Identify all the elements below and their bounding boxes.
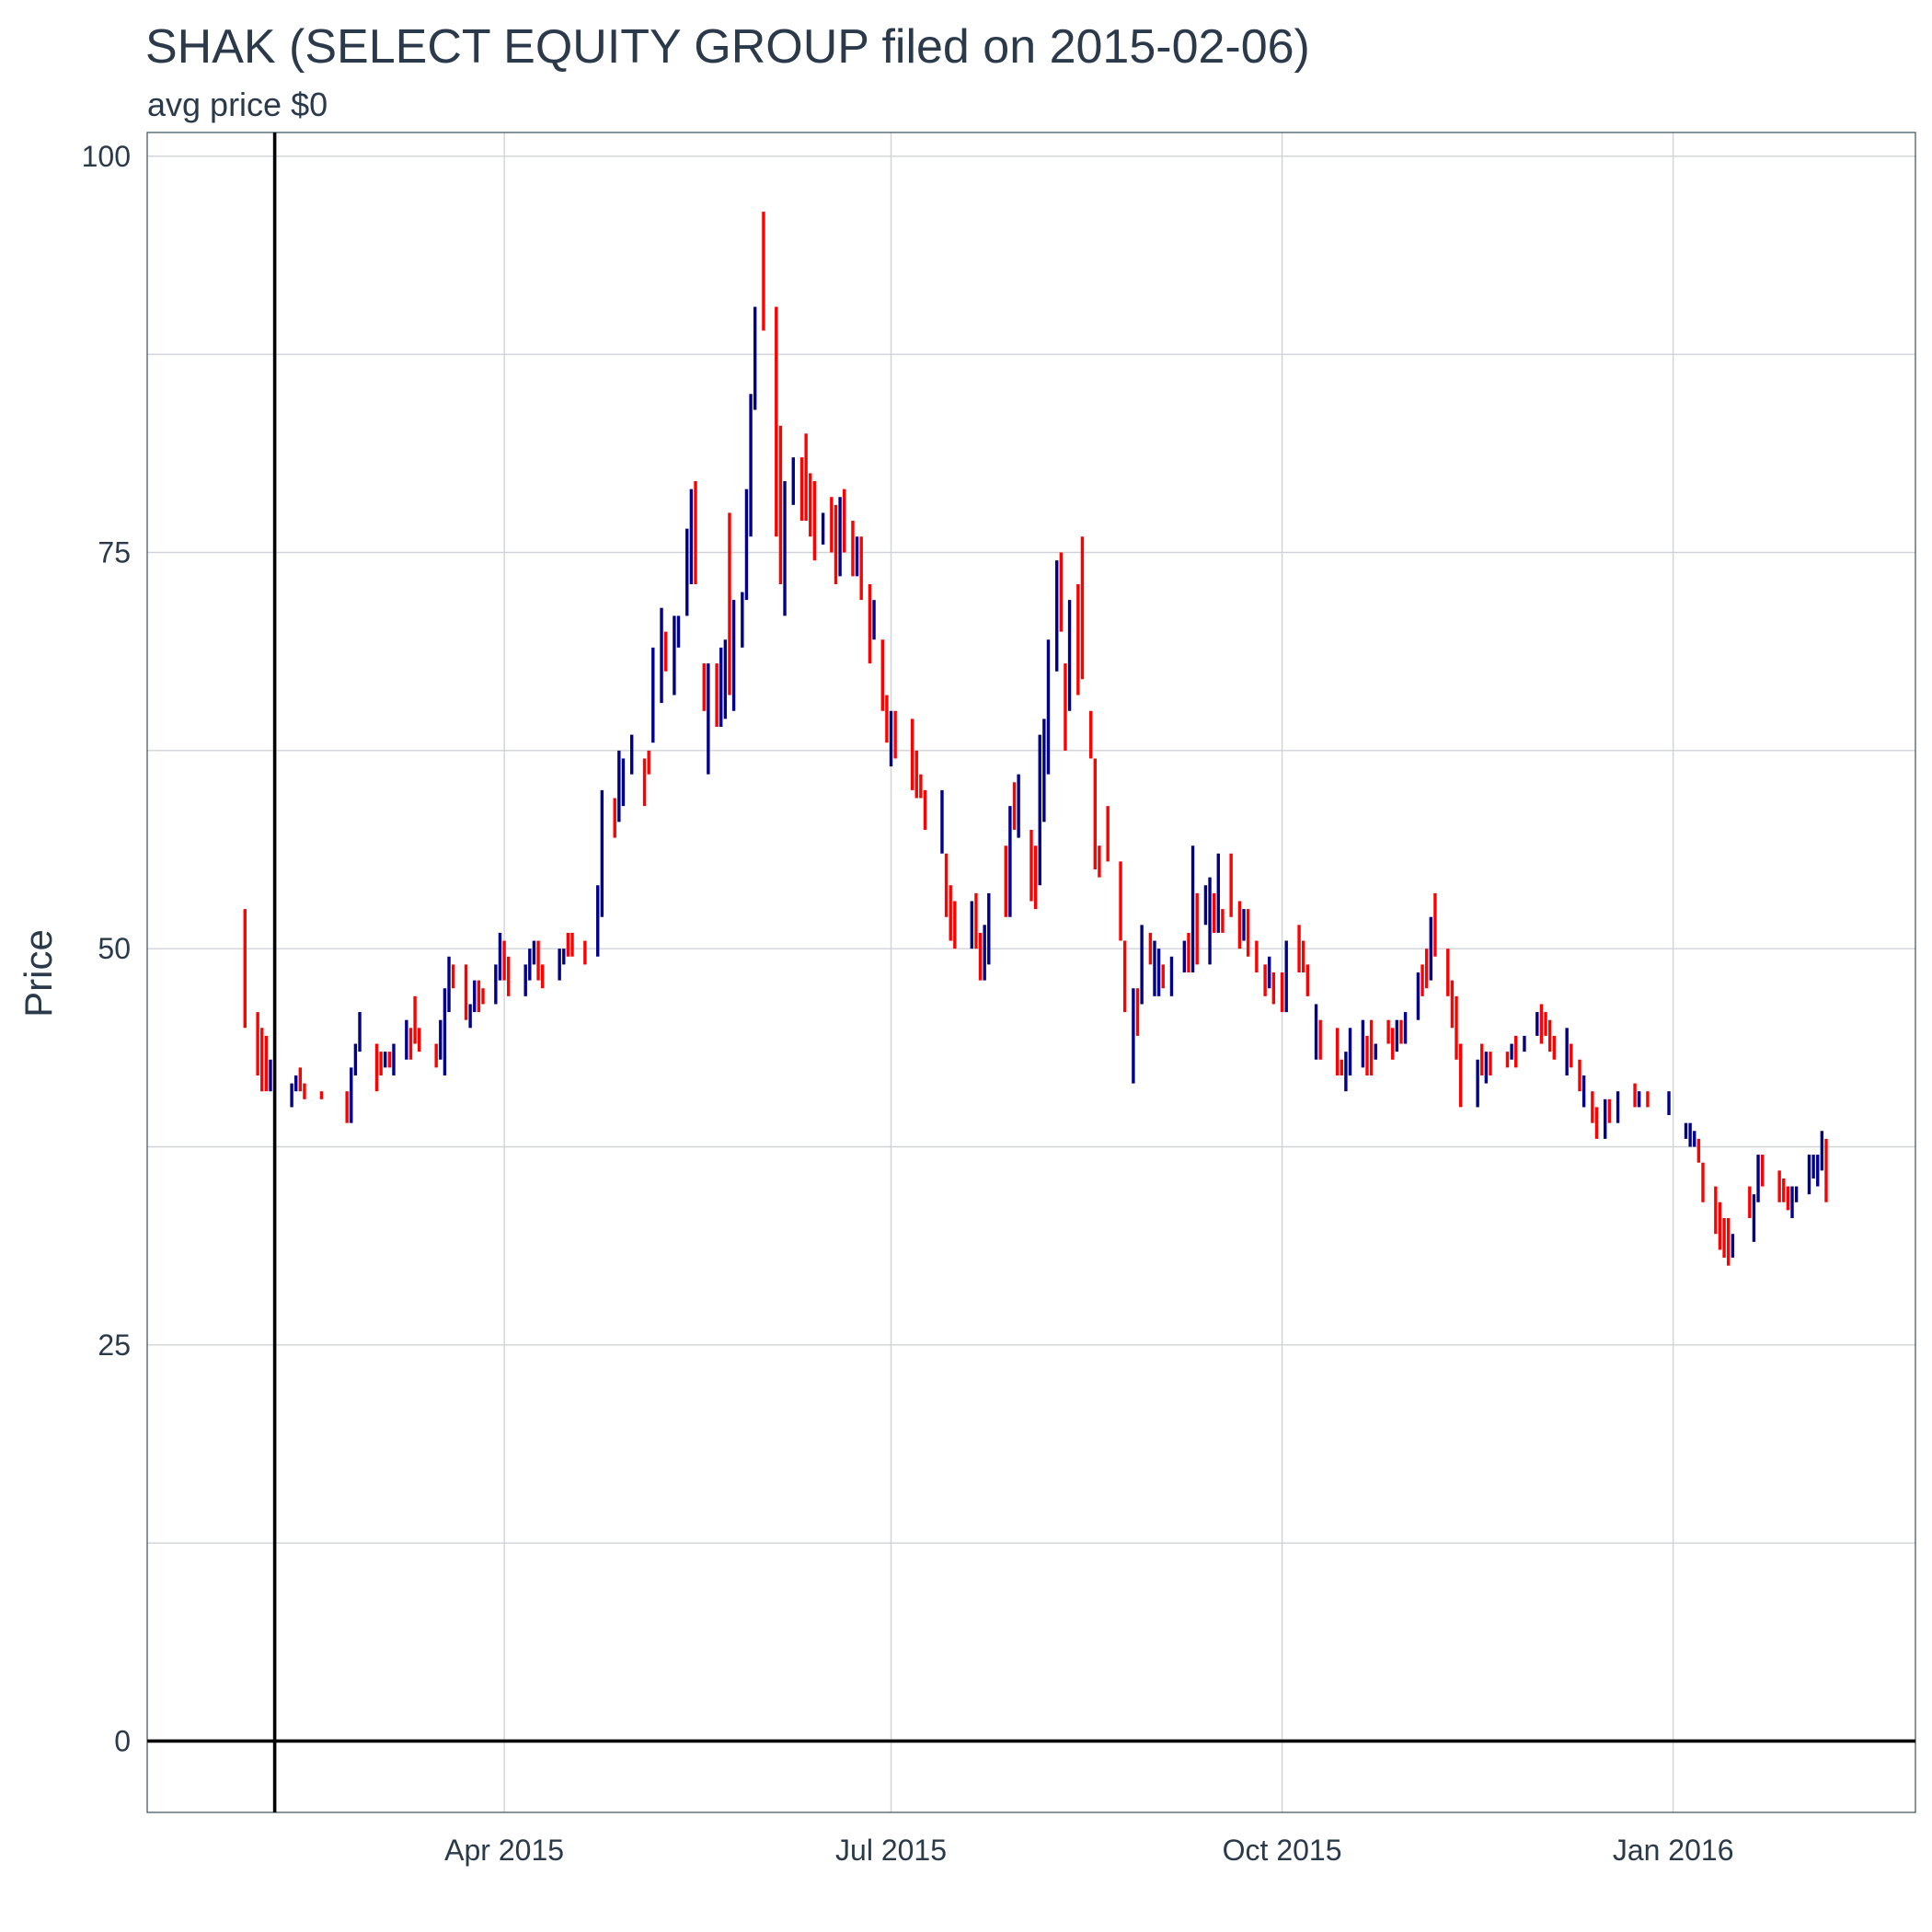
y-tick-label: 0 — [114, 1724, 131, 1757]
x-tick-label: Jul 2015 — [835, 1834, 947, 1867]
x-tick-label: Apr 2015 — [444, 1834, 564, 1867]
y-tick-label: 100 — [82, 140, 131, 173]
chart-title: SHAK (SELECT EQUITY GROUP filed on 2015-… — [145, 20, 1310, 74]
y-tick-label: 50 — [98, 932, 131, 965]
plot-area: 0 25 50 75 100 Apr 2015 Jul 2015 Oct 2015 Jan 20… — [82, 132, 1916, 1867]
y-axis-title: Price — [17, 929, 60, 1018]
plot-border — [146, 132, 1916, 1813]
y-tick-label: 25 — [98, 1328, 131, 1362]
chart-subtitle: avg price $0 — [147, 86, 328, 123]
x-tick-label: Jan 2016 — [1613, 1834, 1734, 1867]
x-tick-label: Oct 2015 — [1223, 1834, 1342, 1867]
y-tick-label: 75 — [98, 536, 131, 569]
